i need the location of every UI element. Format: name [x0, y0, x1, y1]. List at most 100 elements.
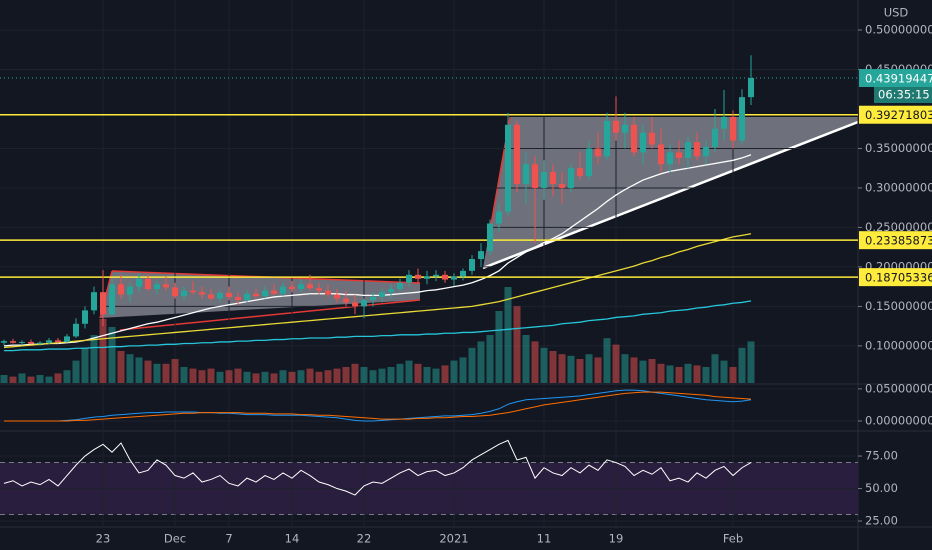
candle-body: [343, 298, 349, 303]
candle-body: [577, 168, 583, 177]
x-tick-label: 11: [537, 532, 552, 546]
candle-body: [181, 290, 187, 297]
volume-bar: [729, 367, 737, 383]
candle-body: [73, 323, 79, 337]
volume-bar: [522, 335, 530, 383]
volume-bar: [513, 306, 521, 383]
candle-body: [721, 116, 727, 129]
candle-body: [433, 274, 439, 277]
volume-bar: [144, 360, 152, 383]
candle-body: [163, 284, 169, 288]
volume-bar: [594, 357, 602, 383]
candle-body: [253, 293, 259, 297]
volume-bar: [747, 341, 755, 383]
volume-bar: [63, 370, 71, 383]
candle-body: [748, 78, 754, 98]
trend-line: [482, 120, 859, 270]
candle-body: [460, 270, 466, 277]
y-tick-label: 0.35000000: [865, 141, 932, 155]
volume-bar: [189, 368, 197, 383]
volume-bar: [477, 341, 485, 383]
volume-bar: [180, 367, 188, 383]
candle-body: [379, 292, 385, 297]
volume-bar: [738, 347, 746, 383]
volume-bar: [450, 360, 458, 383]
candle-body: [469, 259, 475, 271]
candle-body: [442, 274, 448, 280]
level-label: 0.23385873: [865, 234, 932, 248]
volume-bar: [198, 370, 206, 383]
volume-bar: [675, 367, 683, 383]
x-tick-label: Dec: [164, 532, 186, 546]
candle-body: [658, 144, 664, 165]
candle-body: [397, 282, 403, 290]
volume-bar: [261, 371, 269, 383]
volume-bar: [378, 368, 386, 383]
candle-body: [325, 290, 331, 295]
candle-body: [424, 276, 430, 279]
volume-bar: [576, 359, 584, 383]
volume-bar: [171, 359, 179, 383]
volume-bar: [531, 341, 539, 383]
volume-bar: [252, 373, 260, 383]
candle-body: [415, 274, 421, 279]
candle-body: [676, 152, 682, 158]
volume-bar: [288, 371, 296, 383]
y-tick-label: 75.00: [865, 449, 898, 463]
y-tick-label: 0.30000000: [865, 180, 932, 194]
y-tick-label: 0.05000000: [865, 381, 932, 395]
candle-body: [118, 284, 124, 295]
candle-body: [226, 292, 232, 297]
x-tick-label: 14: [285, 532, 300, 546]
moving-average: [4, 300, 752, 352]
volume-bar: [468, 347, 476, 383]
candle-body: [46, 340, 52, 343]
countdown-box: [874, 87, 932, 104]
currency-label: USD: [884, 6, 909, 20]
moving-average: [3, 233, 752, 349]
candle-body: [649, 132, 655, 145]
volume-bar: [360, 367, 368, 383]
candle-body: [235, 296, 241, 301]
candle-body: [388, 289, 394, 293]
candle-body: [703, 146, 709, 157]
candle-body: [262, 290, 268, 297]
candle-body: [289, 286, 295, 290]
candle-body: [217, 292, 223, 299]
volume-bar: [684, 363, 692, 383]
volume-bar: [333, 368, 341, 383]
candle-body: [10, 341, 16, 343]
volume-bar: [702, 367, 710, 383]
volume-bar: [234, 368, 242, 383]
candle-body: [550, 172, 556, 184]
volume-bar: [216, 371, 224, 383]
volume-bar: [486, 335, 494, 383]
level-label-box: [859, 268, 932, 287]
volume-bar: [135, 357, 143, 383]
y-tick-label: 0.15000000: [865, 299, 932, 313]
volume-bar: [585, 354, 593, 383]
volume-bar: [459, 357, 467, 383]
volume-bar: [162, 363, 170, 383]
volume-bar: [603, 338, 611, 383]
x-tick-label: 19: [609, 532, 624, 546]
volume-bar: [711, 354, 719, 383]
candle-body: [559, 183, 565, 188]
macd-line: [4, 391, 752, 422]
volume-bar: [279, 370, 287, 383]
countdown-label: 06:35:15: [878, 88, 930, 102]
candle-body: [496, 211, 502, 224]
volume-bar: [549, 351, 557, 383]
candle-body: [334, 294, 340, 299]
volume-bar: [612, 344, 620, 383]
candle-body: [361, 300, 367, 307]
candle-body: [568, 168, 574, 188]
level-label: 0.18705336: [865, 271, 932, 285]
y-tick-label: 0.00000000: [865, 414, 932, 428]
volume-bar: [567, 355, 575, 383]
volume-bar: [369, 370, 377, 383]
volume-bar: [306, 368, 314, 383]
volume-bar: [621, 354, 629, 383]
volume-bar: [396, 363, 404, 383]
volume-bar: [9, 376, 17, 383]
